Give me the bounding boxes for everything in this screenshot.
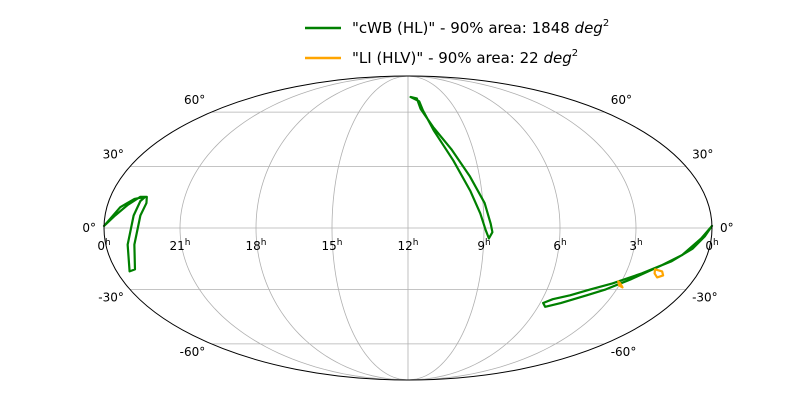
dec-tick-label-right: 30° bbox=[692, 148, 713, 162]
contour-series-0-2 bbox=[542, 224, 714, 308]
tick-labels: 0h 21h 18h 15h 12h 9h 6h 3h 0h 60° 60° 30° 30° 0° 0° -3… bbox=[82, 93, 733, 359]
contour-series-1-0 bbox=[653, 268, 665, 279]
dec-tick-label-right: -30° bbox=[692, 290, 718, 304]
dec-tick-label-left: -60° bbox=[180, 345, 206, 359]
dec-tick-label-left: -30° bbox=[98, 290, 124, 304]
contour-series-0-1 bbox=[102, 195, 148, 273]
mollweide-frame bbox=[103, 75, 713, 381]
legend: "cWB (HL)" - 90% area: 1848 deg2 "LI (HLV… bbox=[305, 18, 609, 67]
dec-tick-label-right: -60° bbox=[611, 345, 637, 359]
dec-tick-label-left: 30° bbox=[103, 148, 124, 162]
ra-tick-label: 21h bbox=[170, 238, 191, 253]
ra-tick-label: 0h bbox=[97, 238, 110, 253]
ra-tick-label: 0h bbox=[705, 238, 718, 253]
ra-tick-label: 15h bbox=[322, 238, 343, 253]
dec-tick-label-right: 60° bbox=[611, 93, 632, 107]
ra-tick-label: 6h bbox=[553, 238, 566, 253]
legend-label-1: "LI (HLV)" - 90% area: 22 deg2 bbox=[352, 48, 578, 67]
contour-series-0-0 bbox=[409, 95, 494, 240]
contour-lines bbox=[102, 95, 714, 308]
dec-tick-label-left: 0° bbox=[82, 221, 96, 235]
contour-series-1-1 bbox=[617, 280, 624, 289]
ra-tick-label: 12h bbox=[398, 238, 419, 253]
dec-tick-label-left: 60° bbox=[184, 93, 205, 107]
grid-lines bbox=[104, 75, 712, 381]
ra-tick-label: 3h bbox=[629, 238, 642, 253]
legend-label-0: "cWB (HL)" - 90% area: 1848 deg2 bbox=[352, 18, 609, 37]
ra-tick-label: 9h bbox=[477, 238, 490, 253]
ra-tick-label: 18h bbox=[246, 238, 267, 253]
dec-tick-label-right: 0° bbox=[720, 221, 734, 235]
